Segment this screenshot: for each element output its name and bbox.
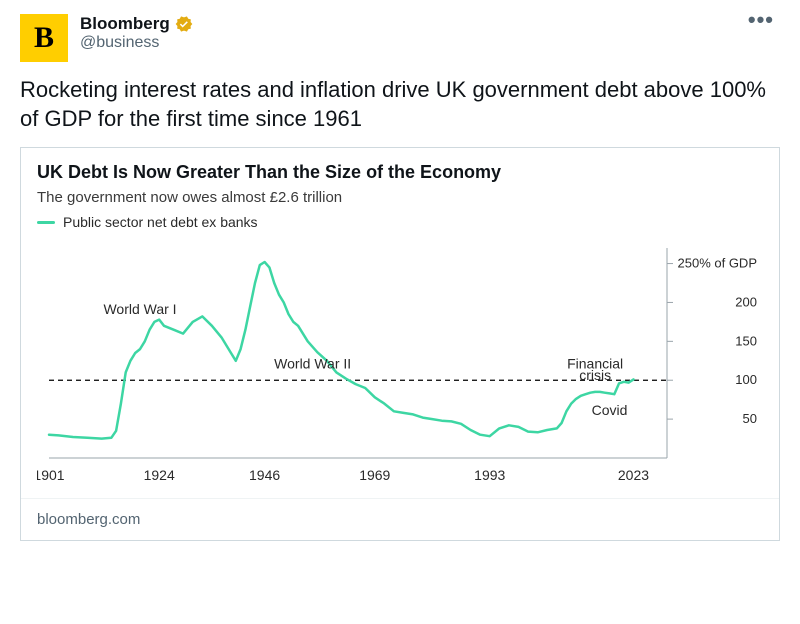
legend-swatch-icon xyxy=(37,221,55,224)
avatar[interactable]: B xyxy=(20,14,68,62)
svg-text:200: 200 xyxy=(735,295,757,310)
tweet-text: Rocketing interest rates and inflation d… xyxy=(20,76,780,133)
svg-text:1924: 1924 xyxy=(144,467,175,483)
handle[interactable]: @business xyxy=(80,34,742,52)
chart-title: UK Debt Is Now Greater Than the Size of … xyxy=(37,162,763,183)
svg-text:1969: 1969 xyxy=(359,467,390,483)
chart-container: UK Debt Is Now Greater Than the Size of … xyxy=(21,148,779,498)
legend-label: Public sector net debt ex banks xyxy=(63,214,258,230)
link-card[interactable]: UK Debt Is Now Greater Than the Size of … xyxy=(20,147,780,541)
verified-badge-icon xyxy=(174,14,194,34)
line-chart: 50 100 150 200 250% of GDP 1901 1924 1946 1969 19… xyxy=(37,230,763,490)
svg-text:150: 150 xyxy=(735,334,757,349)
more-options-icon[interactable]: ••• xyxy=(742,14,780,26)
display-name[interactable]: Bloomberg xyxy=(80,14,170,34)
svg-text:250% of GDP: 250% of GDP xyxy=(678,256,758,271)
svg-text:World War I: World War I xyxy=(103,301,176,317)
svg-text:2023: 2023 xyxy=(618,467,649,483)
account-meta: Bloomberg @business xyxy=(80,14,742,52)
svg-text:1946: 1946 xyxy=(249,467,280,483)
svg-text:World War II: World War II xyxy=(274,356,351,372)
svg-text:crisis: crisis xyxy=(579,367,611,383)
chart-subtitle: The government now owes almost £2.6 tril… xyxy=(37,189,763,206)
svg-text:1993: 1993 xyxy=(474,467,505,483)
chart-legend: Public sector net debt ex banks xyxy=(37,214,763,230)
svg-text:1901: 1901 xyxy=(37,467,65,483)
card-source: bloomberg.com xyxy=(21,498,779,540)
tweet-container: B Bloomberg @business ••• Rocketing inte… xyxy=(0,0,800,551)
svg-text:100: 100 xyxy=(735,372,757,387)
svg-text:Covid: Covid xyxy=(592,402,628,418)
svg-text:50: 50 xyxy=(743,411,757,426)
tweet-header: B Bloomberg @business ••• xyxy=(20,14,780,62)
